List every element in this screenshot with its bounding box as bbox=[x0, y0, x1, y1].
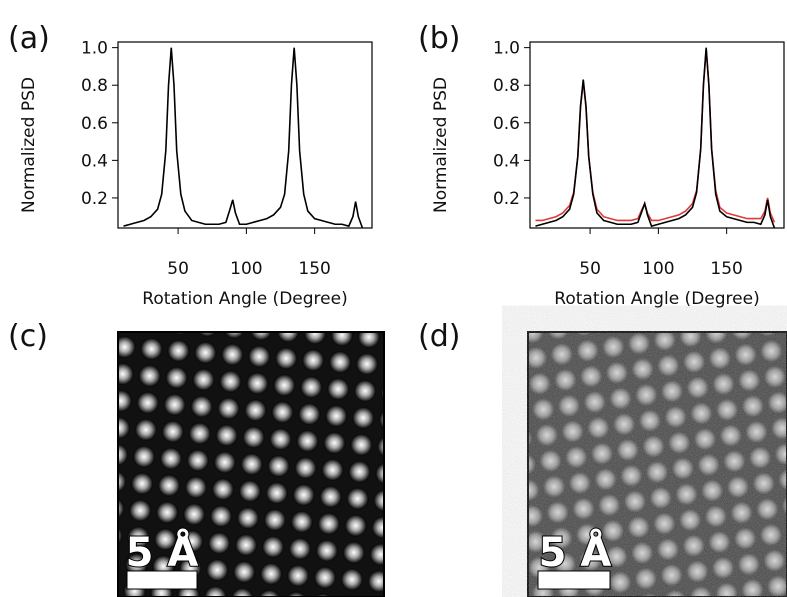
y-tick-label: 0.2 bbox=[81, 189, 108, 209]
scale-label: 5 Å bbox=[126, 527, 199, 576]
plot-frame bbox=[529, 41, 785, 229]
y-tick-label: 0.6 bbox=[81, 114, 108, 134]
y-tick-label: 0.4 bbox=[493, 151, 520, 171]
line-series bbox=[535, 49, 776, 223]
panel-label: (d) bbox=[418, 319, 460, 354]
y-tick-label: 1.0 bbox=[81, 39, 108, 59]
y-tick-label: 0.8 bbox=[493, 76, 520, 96]
x-tick-label: 100 bbox=[642, 259, 674, 279]
x-tick-label: 100 bbox=[230, 259, 262, 279]
scale-label: 5 Å bbox=[539, 527, 612, 576]
x-tick-label: 50 bbox=[579, 259, 601, 279]
panel-label: (b) bbox=[418, 21, 460, 56]
x-tick-label: 50 bbox=[167, 259, 189, 279]
line-series bbox=[535, 47, 776, 229]
scale-bar bbox=[537, 570, 611, 590]
image-c bbox=[117, 331, 385, 597]
x-axis-title: Rotation Angle (Degree) bbox=[554, 289, 759, 309]
x-tick-label: 150 bbox=[298, 259, 330, 279]
y-tick-label: 0.8 bbox=[81, 76, 108, 96]
line-series bbox=[123, 47, 364, 229]
y-tick-label: 1.0 bbox=[493, 39, 520, 59]
panel-label: (a) bbox=[8, 21, 50, 56]
image-noise bbox=[528, 332, 787, 597]
y-axis-title: Normalized PSD bbox=[431, 77, 451, 213]
x-axis-title: Rotation Angle (Degree) bbox=[142, 289, 347, 309]
scale-bar bbox=[126, 570, 198, 590]
x-tick-label: 150 bbox=[710, 259, 742, 279]
panel-label: (c) bbox=[8, 319, 48, 354]
y-tick-label: 0.6 bbox=[493, 114, 520, 134]
plot-frame bbox=[117, 41, 373, 229]
y-tick-label: 0.2 bbox=[493, 189, 520, 209]
y-tick-label: 0.4 bbox=[81, 151, 108, 171]
y-axis-title: Normalized PSD bbox=[19, 77, 39, 213]
